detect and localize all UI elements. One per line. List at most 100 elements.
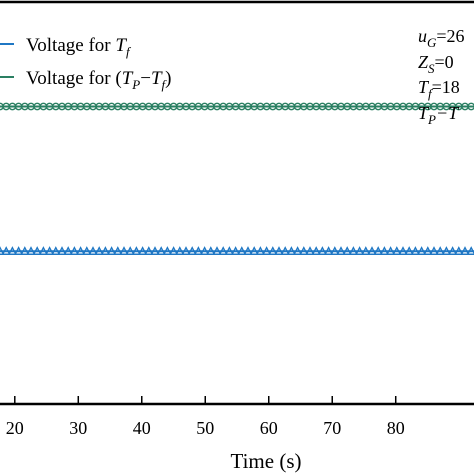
series-0-marker-60 [367,246,377,255]
series-1 [0,102,474,111]
series-0-marker-33 [200,246,210,255]
series-0-marker-58 [355,246,365,255]
series-0-marker-53 [324,246,334,255]
series-0-marker-9 [51,246,61,255]
series-0-marker-32 [193,246,203,255]
series-0-marker-44 [268,246,278,255]
series-0-marker-47 [286,246,296,255]
series-0-marker-40 [243,246,253,255]
series-0-marker-49 [299,246,309,255]
series-0-marker-11 [63,246,73,255]
x-tick-label-70: 70 [323,418,341,438]
series-0-marker-15 [88,246,98,255]
series-0-marker-17 [100,246,110,255]
series-0-marker-23 [138,246,148,255]
series-0-marker-8 [45,246,55,255]
series-1-marker-76 [467,102,474,111]
series-0-marker-36 [218,246,228,255]
series-0 [0,246,474,255]
series-0-marker-14 [82,246,92,255]
series-0-marker-22 [131,246,141,255]
series-0-marker-64 [392,246,402,255]
annotation-tp-tf: TP−T [418,103,460,127]
series-0-marker-28 [169,246,179,255]
series-0-marker-4 [20,246,30,255]
series-0-marker-25 [150,246,160,255]
annotation-tf: Tf=18 [418,77,460,101]
series-0-marker-50 [305,246,315,255]
x-tick-label-60: 60 [260,418,278,438]
series-0-marker-37 [224,246,234,255]
series-0-marker-42 [255,246,265,255]
series-0-marker-10 [57,246,67,255]
series-0-marker-61 [373,246,383,255]
annotation-ug: uG=26 [418,26,465,50]
series-0-marker-45 [274,246,284,255]
x-axis-ticks: 20 30 40 50 60 70 80 [6,396,405,438]
series-0-marker-16 [94,246,104,255]
series-0-marker-13 [76,246,86,255]
series-0-marker-27 [162,246,172,255]
series-0-marker-65 [398,246,408,255]
series-0-marker-31 [187,246,197,255]
series-0-marker-54 [330,246,340,255]
series-0-marker-59 [361,246,371,255]
annotation-zs: ZS=0 [418,52,454,76]
series-0-marker-39 [237,246,247,255]
series-0-marker-52 [317,246,327,255]
series-0-marker-34 [206,246,216,255]
series-0-marker-7 [38,246,48,255]
series-0-marker-57 [348,246,358,255]
series-0-marker-71 [435,246,445,255]
series-0-marker-74 [454,246,464,255]
series-0-marker-62 [379,246,389,255]
series-0-marker-29 [175,246,185,255]
series-0-marker-1 [1,246,11,255]
x-tick-label-40: 40 [133,418,151,438]
series-0-marker-2 [7,246,17,255]
series-0-marker-73 [448,246,458,255]
series-0-marker-35 [212,246,222,255]
series-0-marker-19 [113,246,123,255]
x-tick-label-50: 50 [196,418,214,438]
x-tick-label-20: 20 [6,418,24,438]
series-0-marker-43 [262,246,272,255]
legend-label-voltage-tf: Voltage for Tf [26,35,132,59]
series-0-marker-56 [342,246,352,255]
series-0-marker-21 [125,246,135,255]
series-0-marker-18 [107,246,117,255]
series-0-marker-70 [429,246,439,255]
series-0-marker-66 [404,246,414,255]
parameter-annotations: uG=26 ZS=0 Tf=18 TP−T [418,26,465,127]
x-tick-label-80: 80 [387,418,405,438]
series-0-marker-6 [32,246,42,255]
series-0-marker-24 [144,246,154,255]
series-0-marker-46 [280,246,290,255]
series-0-marker-26 [156,246,166,255]
x-axis-title: Time (s) [231,449,302,473]
legend-label-voltage-tp-tf: Voltage for (TP−Tf) [26,68,171,92]
series-0-marker-55 [336,246,346,255]
series-layer [0,102,474,255]
series-0-marker-48 [293,246,303,255]
series-0-marker-75 [460,246,470,255]
series-0-marker-5 [26,246,36,255]
series-0-marker-69 [423,246,433,255]
series-0-marker-30 [181,246,191,255]
series-0-marker-68 [417,246,427,255]
series-0-marker-63 [386,246,396,255]
series-0-marker-0 [0,246,5,255]
series-0-marker-12 [69,246,79,255]
series-0-marker-76 [466,246,474,255]
series-0-marker-38 [231,246,241,255]
series-0-marker-51 [311,246,321,255]
series-0-marker-67 [410,246,420,255]
series-0-marker-41 [249,246,259,255]
x-tick-label-30: 30 [69,418,87,438]
legend: Voltage for Tf Voltage for (TP−Tf) [0,35,171,92]
series-0-marker-20 [119,246,129,255]
series-0-marker-3 [14,246,24,255]
series-0-marker-72 [441,246,451,255]
